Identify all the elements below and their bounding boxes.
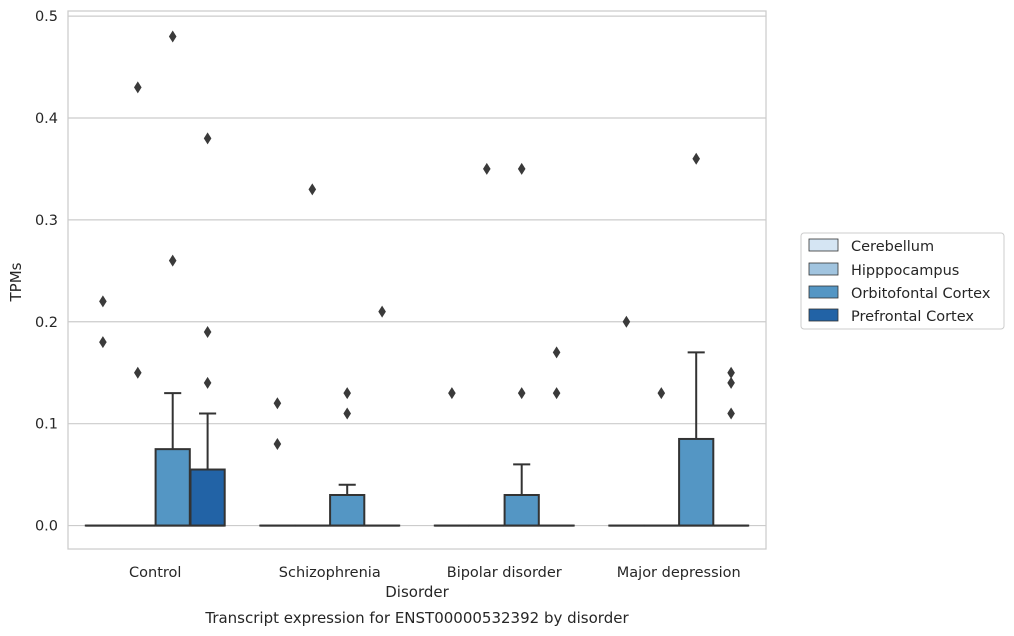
outlier-point — [203, 325, 212, 338]
plot-boxes — [84, 30, 750, 527]
legend-swatch-prefrontal-cortex — [808, 308, 839, 322]
box — [189, 468, 226, 527]
y-tick-label: 0.1 — [35, 417, 58, 433]
outlier-point — [203, 376, 212, 389]
x-tick-label: Schizophrenia — [279, 565, 381, 581]
outlier-point — [134, 366, 142, 379]
x-tick-label: Major depression — [617, 565, 741, 581]
legend-label-cerebellum: Cerebellum — [851, 239, 934, 255]
outlier-point — [343, 387, 351, 400]
outlier-point — [727, 366, 735, 379]
outlier-point — [273, 438, 282, 451]
box-group — [712, 366, 750, 527]
x-tick-label: Bipolar disorder — [447, 565, 562, 581]
plot-area-frame — [67, 10, 767, 550]
y-tick-label: 0.5 — [35, 9, 58, 25]
box — [503, 493, 540, 527]
outlier-point — [168, 30, 177, 43]
legend-swatch-cerebellum — [808, 238, 839, 252]
x-tick-labels: Control Schizophrenia Bipolar disorder Majo… — [129, 565, 741, 581]
y-tick-labels: 0.0 0.1 0.2 0.3 0.4 0.5 — [35, 9, 58, 534]
box-group — [678, 152, 715, 527]
box — [154, 448, 191, 527]
outlier-point — [692, 152, 700, 165]
box — [329, 493, 366, 527]
outlier-point — [168, 254, 177, 267]
outlier-point — [483, 162, 491, 175]
y-tick-label: 0.2 — [35, 315, 58, 331]
outlier-point — [378, 305, 386, 318]
outlier-point — [517, 162, 526, 175]
y-tick-label: 0.4 — [35, 111, 58, 127]
x-tick-label: Control — [129, 565, 181, 581]
box-group — [154, 30, 191, 527]
outlier-point — [448, 387, 456, 400]
box-group — [259, 397, 296, 527]
legend: Cerebellum Hipppocampus Orbitofontal Cor… — [800, 232, 1005, 330]
outlier-point — [517, 387, 526, 400]
box-group — [329, 387, 366, 527]
box-group — [538, 346, 575, 527]
legend-label-orbitofrontal-cortex: Orbitofontal Cortex — [851, 286, 991, 302]
outlier-point — [552, 346, 561, 359]
outlier-point — [308, 183, 317, 196]
box — [678, 437, 715, 527]
legend-label-hippocampus: Hipppocampus — [851, 263, 959, 279]
legend-swatch-hippocampus — [808, 262, 839, 276]
legend-label-prefrontal-cortex: Prefrontal Cortex — [851, 309, 974, 325]
outlier-point — [552, 387, 561, 400]
chart-title: Transcript expression for ENST0000053239… — [204, 609, 629, 627]
outlier-point — [657, 387, 666, 400]
y-tick-label: 0.3 — [35, 213, 58, 229]
y-axis-label: TPMs — [7, 262, 25, 302]
box-group — [363, 305, 401, 527]
outlier-point — [134, 81, 142, 94]
outlier-point — [343, 407, 351, 420]
legend-frame — [800, 232, 1005, 330]
outlier-point — [99, 336, 107, 349]
outlier-point — [727, 376, 735, 389]
legend-swatch-orbitofrontal-cortex — [808, 285, 839, 299]
box-group — [503, 162, 540, 527]
outlier-point — [99, 295, 107, 308]
outlier-point — [727, 407, 735, 420]
x-axis-label: Disorder — [385, 583, 449, 601]
outlier-point — [203, 132, 212, 145]
outlier-point — [622, 315, 631, 328]
y-tick-label: 0.0 — [35, 519, 58, 535]
box-group — [189, 132, 226, 527]
outlier-point — [273, 397, 282, 410]
